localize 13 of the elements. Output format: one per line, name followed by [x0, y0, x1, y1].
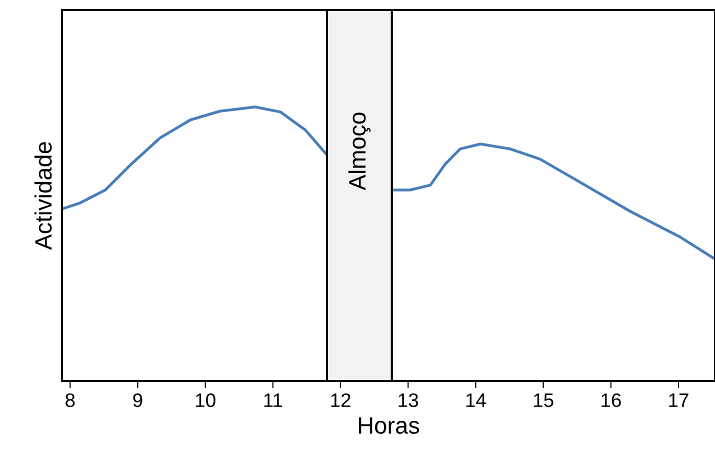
x-tick-label: 8	[66, 393, 75, 408]
x-tick-label: 10	[196, 393, 216, 408]
band-label: Almoço	[348, 112, 370, 190]
x-axis-title: Horas	[358, 417, 420, 434]
x-tick-label: 12	[331, 393, 350, 407]
x-tick-label: 14	[466, 394, 486, 407]
x-tick-label: 13	[398, 393, 418, 408]
x-tick-label: 16	[602, 393, 621, 408]
x-tick-label: 17	[669, 394, 688, 407]
x-tick-label: 15	[534, 394, 554, 408]
y-axis-title: Actividade	[34, 142, 52, 250]
x-tick-label: 9	[133, 393, 142, 408]
x-tick-label: 11	[264, 394, 282, 407]
